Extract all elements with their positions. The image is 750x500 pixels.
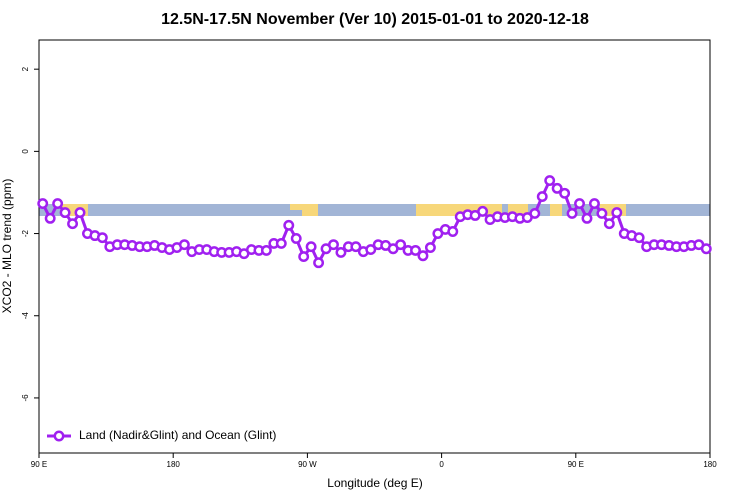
x-axis-label: Longitude (deg E) bbox=[327, 476, 422, 490]
data-point bbox=[37, 198, 49, 210]
data-point bbox=[447, 226, 459, 237]
data-point bbox=[633, 232, 645, 244]
data-point bbox=[96, 232, 108, 244]
data-point bbox=[417, 250, 429, 262]
data-point bbox=[290, 233, 302, 244]
data-point bbox=[298, 251, 310, 263]
y-tick-label: 2 bbox=[21, 66, 30, 71]
data-point bbox=[395, 239, 407, 251]
y-tick-label: -2 bbox=[21, 229, 30, 237]
data-point bbox=[52, 198, 64, 210]
data-point bbox=[350, 241, 362, 253]
data-point bbox=[59, 207, 71, 219]
data-point bbox=[313, 257, 325, 269]
data-point bbox=[424, 242, 436, 253]
surface-strip bbox=[39, 204, 710, 216]
data-point bbox=[566, 207, 578, 219]
data-point bbox=[275, 237, 287, 249]
y-tick-label: -6 bbox=[21, 394, 30, 402]
data-point bbox=[44, 212, 56, 224]
land-patch bbox=[302, 204, 318, 216]
data-point bbox=[611, 207, 623, 219]
x-tick-label: 0 bbox=[439, 460, 444, 469]
data-point bbox=[581, 212, 593, 224]
data-point bbox=[178, 239, 190, 251]
data-point bbox=[536, 191, 548, 203]
x-tick-label: 90 W bbox=[298, 460, 317, 469]
data-point bbox=[529, 207, 541, 219]
x-tick-label: 180 bbox=[167, 460, 181, 469]
x-tick-label: 180 bbox=[703, 460, 717, 469]
data-point bbox=[328, 239, 339, 251]
data-point bbox=[477, 205, 489, 217]
data-point bbox=[305, 241, 317, 253]
data-point bbox=[283, 219, 295, 231]
data-point bbox=[260, 244, 272, 256]
data-point bbox=[551, 182, 563, 194]
data-point bbox=[603, 218, 615, 230]
legend-marker bbox=[53, 430, 65, 442]
data-point bbox=[574, 198, 585, 210]
data-point bbox=[700, 243, 712, 255]
data-point bbox=[335, 247, 347, 258]
y-tick-label: 0 bbox=[21, 149, 30, 154]
ocean-strip bbox=[39, 204, 710, 216]
data-point bbox=[410, 244, 421, 256]
data-point bbox=[559, 187, 571, 199]
chart-title: 12.5N-17.5N November (Ver 10) 2015-01-01… bbox=[161, 11, 589, 28]
data-point bbox=[588, 198, 600, 210]
data-point bbox=[596, 207, 608, 219]
land-patch bbox=[290, 204, 302, 210]
legend-label: Land (Nadir&Glint) and Ocean (Glint) bbox=[79, 428, 276, 442]
data-point bbox=[74, 207, 86, 219]
y-tick-label: -4 bbox=[21, 312, 30, 320]
x-tick-label: 90 E bbox=[31, 460, 47, 469]
data-point bbox=[67, 218, 79, 230]
y-axis-label: XCO2 - MLO trend (ppm) bbox=[0, 179, 14, 314]
land-patch bbox=[550, 204, 562, 216]
data-point bbox=[365, 244, 377, 256]
x-tick-label: 90 E bbox=[568, 460, 584, 469]
data-point bbox=[544, 175, 556, 186]
